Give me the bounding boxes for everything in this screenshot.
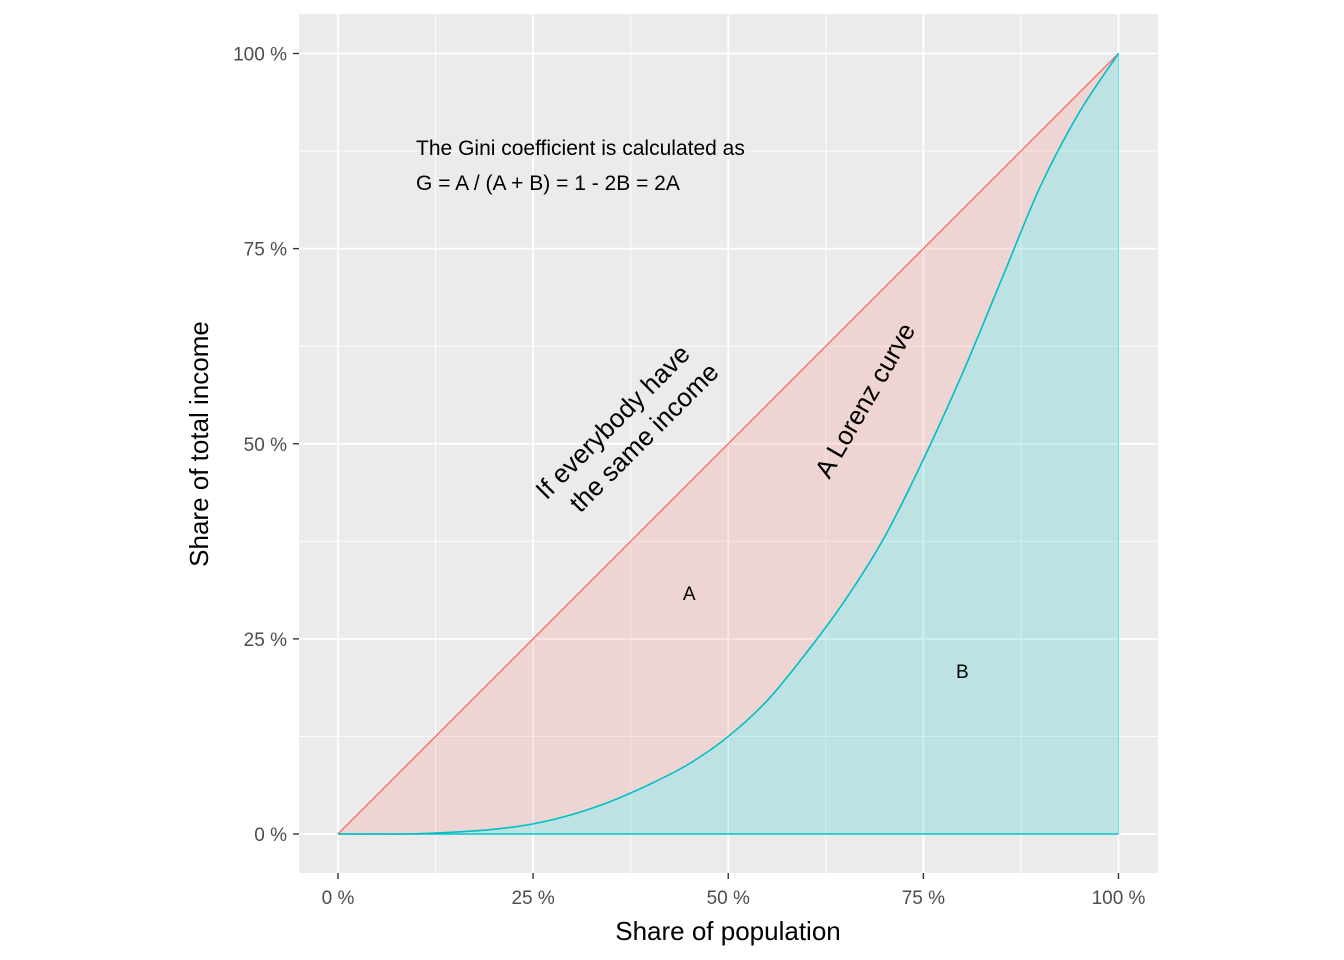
y-tick-label: 25 % — [244, 630, 287, 651]
y-tick-label: 100 % — [233, 45, 287, 66]
y-tick-label: 75 % — [244, 240, 287, 261]
annotation-formula-line1: The Gini coefficient is calculated as — [416, 137, 745, 160]
y-axis-title: Share of total income — [184, 321, 214, 567]
series-lines — [337, 52, 1120, 835]
x-tick-label: 100 % — [1092, 888, 1146, 909]
x-tick-label: 25 % — [511, 888, 554, 909]
equality-line — [337, 52, 1120, 835]
y-tick-label: 0 % — [254, 825, 287, 846]
x-tick-label: 0 % — [322, 888, 355, 909]
area-b-fill — [338, 53, 1119, 835]
annotation-area-b: B — [956, 662, 969, 683]
x-tick-label: 50 % — [707, 888, 750, 909]
x-axis-title: Share of population — [615, 916, 841, 946]
x-tick-label: 75 % — [902, 888, 945, 909]
lorenz-curve — [337, 53, 1120, 835]
y-tick-label: 50 % — [244, 435, 287, 456]
axes: 0 % 25 % 50 % 75 % 100 % 0 % 25 % 50 % 75 % 100 % — [233, 45, 1145, 910]
annotation-area-a: A — [683, 584, 696, 605]
annotation-formula-line2: G = A / (A + B) = 1 - 2B = 2A — [416, 172, 680, 195]
